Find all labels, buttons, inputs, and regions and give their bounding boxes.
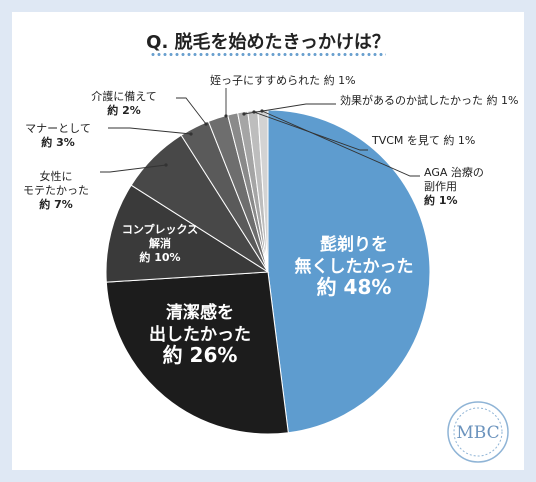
slice-label: 髭剃りを [320, 234, 388, 255]
slice-label: 姪っ子にすすめられた 約 1% [210, 73, 356, 87]
leader-line [261, 110, 420, 177]
pie-slice [105, 184, 270, 283]
slice-label: 介護に備えて [91, 89, 156, 103]
slice-value-label: 約 7% [39, 197, 73, 211]
slice-label: マナーとして [25, 122, 91, 135]
leader-dot [204, 122, 208, 126]
slice-label: 無くしたかった [295, 256, 414, 277]
slice-label: AGA 治療の [424, 165, 484, 179]
leader-dot [164, 163, 168, 167]
leader-line [176, 97, 207, 125]
mbc-logo: MBC [447, 401, 509, 463]
title-underline [150, 52, 386, 57]
leader-dot [224, 114, 228, 118]
slice-label: 女性に [40, 169, 73, 183]
slice-label: コンプレックス [122, 222, 198, 236]
pie-slice [267, 109, 431, 434]
leader-dot [260, 109, 264, 113]
slice-value-label: 約 26% [163, 343, 238, 367]
leader-line [243, 103, 336, 115]
chart-title: Q. 脱毛を始めたきっかけは？ [0, 28, 536, 57]
slice-label: 清潔感を [166, 302, 234, 323]
slice-label: TVCM を見て 約 1% [371, 133, 475, 147]
leader-dot [242, 112, 246, 116]
leader-dot [189, 132, 193, 136]
slice-label: 解消 [149, 236, 171, 250]
slice-value-label: 約 2% [107, 103, 141, 117]
slice-label: モテたかった [23, 184, 89, 197]
slice-label: 効果があるのか試したかった 約 1% [340, 93, 518, 107]
slice-value-label: 約 10% [139, 250, 180, 264]
slice-value-label: 約 3% [41, 135, 75, 149]
slice-value-label: 約 48% [317, 275, 392, 299]
logo-text: MBC [456, 423, 499, 443]
leader-line [108, 127, 192, 135]
leader-line [253, 111, 368, 151]
leader-line [100, 164, 167, 173]
slice-label: 副作用 [424, 180, 457, 193]
chart-title-text: Q. 脱毛を始めたきっかけは？ [146, 32, 390, 53]
leader-dot [252, 110, 256, 114]
slice-label: 出したかった [149, 324, 251, 345]
slice-value-label: 約 1% [424, 193, 458, 207]
pie-slice [105, 271, 289, 435]
